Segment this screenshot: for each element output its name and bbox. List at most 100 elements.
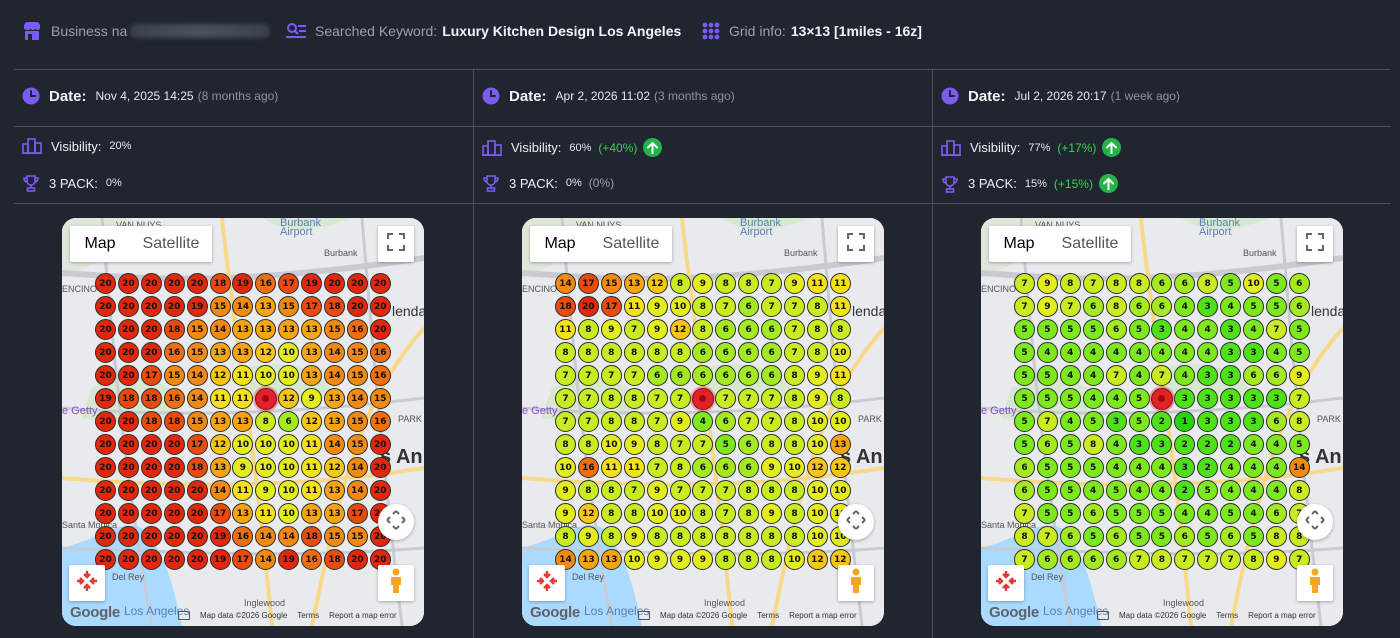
- rank-marker[interactable]: 4: [1174, 503, 1196, 524]
- rank-marker[interactable]: 9: [555, 503, 576, 524]
- rank-marker[interactable]: 7: [577, 411, 599, 432]
- rank-marker[interactable]: 20: [369, 296, 391, 317]
- map-tab[interactable]: Map: [84, 235, 116, 252]
- rank-marker[interactable]: 17: [301, 296, 323, 317]
- rank-marker[interactable]: 12: [669, 319, 691, 340]
- rank-marker[interactable]: 14: [346, 457, 368, 478]
- rank-marker[interactable]: 8: [738, 273, 760, 294]
- rank-marker[interactable]: 2: [1197, 434, 1219, 455]
- rank-marker[interactable]: 6: [738, 457, 760, 478]
- street-view-pegman-button[interactable]: [1297, 565, 1333, 601]
- rank-marker[interactable]: 8: [623, 388, 645, 409]
- rank-marker[interactable]: 4: [1059, 411, 1081, 432]
- rank-marker[interactable]: 12: [301, 411, 323, 432]
- rank-marker[interactable]: 7: [1036, 411, 1058, 432]
- rank-marker[interactable]: 11: [829, 296, 851, 317]
- rank-marker[interactable]: 10: [278, 434, 300, 455]
- rank-marker[interactable]: 10: [669, 503, 691, 524]
- rank-marker[interactable]: 8: [1082, 434, 1104, 455]
- rank-marker[interactable]: 3: [1151, 434, 1173, 455]
- rank-marker[interactable]: 6: [1014, 480, 1035, 501]
- rank-marker[interactable]: 6: [1105, 526, 1127, 547]
- rank-marker[interactable]: 5: [1014, 411, 1035, 432]
- rank-marker[interactable]: 4: [1036, 342, 1058, 363]
- rank-marker[interactable]: 14: [1288, 457, 1310, 478]
- rank-marker[interactable]: 5: [1197, 480, 1219, 501]
- rank-marker[interactable]: 4: [1243, 434, 1264, 455]
- recenter-button[interactable]: [529, 565, 565, 601]
- rank-marker[interactable]: 20: [369, 480, 391, 501]
- rank-marker[interactable]: 20: [95, 365, 116, 386]
- rank-marker[interactable]: 6: [1082, 549, 1104, 570]
- rank-marker[interactable]: 12: [255, 342, 277, 363]
- rank-marker[interactable]: 5: [1128, 411, 1150, 432]
- rank-marker[interactable]: 5: [1082, 457, 1104, 478]
- rank-marker[interactable]: 8: [1243, 549, 1264, 570]
- pan-control-button[interactable]: [1297, 504, 1333, 540]
- rank-marker[interactable]: 17: [186, 434, 208, 455]
- rank-marker[interactable]: 13: [255, 319, 277, 340]
- rank-marker[interactable]: 5: [1014, 434, 1035, 455]
- rank-marker[interactable]: 8: [761, 480, 783, 501]
- rank-marker[interactable]: 13: [301, 503, 323, 524]
- rank-marker[interactable]: 9: [555, 480, 576, 501]
- rank-marker[interactable]: 20: [140, 549, 162, 570]
- rank-marker[interactable]: 4: [1197, 342, 1219, 363]
- rank-marker[interactable]: 6: [646, 365, 668, 386]
- rank-marker[interactable]: 12: [209, 365, 231, 386]
- rank-marker[interactable]: 10: [232, 434, 254, 455]
- rank-marker[interactable]: 16: [369, 365, 391, 386]
- rank-marker[interactable]: 14: [278, 526, 300, 547]
- rank-marker[interactable]: 13: [600, 549, 622, 570]
- rank-marker[interactable]: 20: [369, 434, 391, 455]
- rank-marker[interactable]: 8: [829, 319, 851, 340]
- rank-marker[interactable]: 9: [1036, 296, 1058, 317]
- rank-marker[interactable]: 6: [669, 365, 691, 386]
- rank-marker[interactable]: 7: [784, 296, 805, 317]
- rank-marker[interactable]: 20: [117, 342, 139, 363]
- rank-marker[interactable]: 7: [1014, 503, 1035, 524]
- rank-marker[interactable]: 7: [1105, 365, 1127, 386]
- rank-marker[interactable]: 20: [117, 434, 139, 455]
- rank-marker[interactable]: 8: [738, 549, 760, 570]
- rank-marker[interactable]: 9: [669, 411, 691, 432]
- rank-marker[interactable]: 4: [1105, 388, 1127, 409]
- street-view-pegman-button[interactable]: [838, 565, 874, 601]
- rank-marker[interactable]: 6: [738, 342, 760, 363]
- rank-marker[interactable]: 13: [232, 411, 254, 432]
- rank-marker[interactable]: 20: [140, 434, 162, 455]
- rank-marker[interactable]: 10: [806, 411, 828, 432]
- rank-marker[interactable]: 20: [95, 457, 116, 478]
- rank-marker[interactable]: 8: [761, 434, 783, 455]
- rank-marker[interactable]: 7: [761, 273, 783, 294]
- rank-marker[interactable]: 19: [278, 549, 300, 570]
- rank-marker[interactable]: 15: [346, 434, 368, 455]
- rank-marker[interactable]: 3: [1197, 296, 1219, 317]
- rank-marker[interactable]: 4: [1220, 457, 1242, 478]
- rank-marker[interactable]: 20: [117, 457, 139, 478]
- rank-marker[interactable]: 20: [186, 549, 208, 570]
- rank-marker[interactable]: 13: [301, 319, 323, 340]
- rank-marker[interactable]: 13: [301, 342, 323, 363]
- rank-marker[interactable]: 2: [1197, 457, 1219, 478]
- rank-marker[interactable]: 7: [715, 388, 737, 409]
- rank-marker[interactable]: 5: [1243, 526, 1264, 547]
- rank-marker[interactable]: 14: [324, 342, 345, 363]
- rank-marker[interactable]: 6: [1174, 526, 1196, 547]
- rank-marker[interactable]: 18: [117, 388, 139, 409]
- rank-marker[interactable]: 8: [577, 480, 599, 501]
- rank-marker[interactable]: 15: [278, 296, 300, 317]
- rank-marker[interactable]: 5: [1220, 273, 1242, 294]
- terms-link[interactable]: Terms: [1216, 611, 1239, 620]
- rank-marker[interactable]: 4: [1151, 480, 1173, 501]
- rank-marker[interactable]: 18: [186, 457, 208, 478]
- rank-marker[interactable]: 4: [1265, 457, 1287, 478]
- rank-marker[interactable]: 12: [806, 457, 828, 478]
- report-error-link[interactable]: Report a map error: [1248, 611, 1316, 620]
- rank-marker[interactable]: 10: [646, 503, 668, 524]
- rank-marker[interactable]: 13: [324, 411, 345, 432]
- rank-marker[interactable]: 8: [669, 273, 691, 294]
- rank-marker[interactable]: 4: [1220, 296, 1242, 317]
- rank-marker[interactable]: 6: [761, 319, 783, 340]
- rank-marker[interactable]: 8: [715, 549, 737, 570]
